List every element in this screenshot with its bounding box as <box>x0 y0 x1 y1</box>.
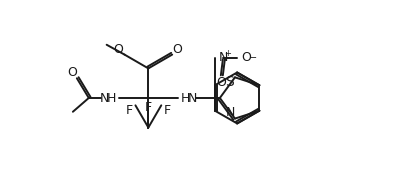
Text: +: + <box>224 49 231 58</box>
Text: N: N <box>219 51 228 64</box>
Text: H: H <box>180 92 190 105</box>
Text: O: O <box>216 76 226 89</box>
Text: −: − <box>249 53 257 63</box>
Text: N: N <box>100 92 109 105</box>
Text: F: F <box>126 104 133 117</box>
Text: H: H <box>107 92 116 105</box>
Text: S: S <box>226 75 234 89</box>
Text: F: F <box>164 104 171 117</box>
Text: N: N <box>225 106 235 119</box>
Text: N: N <box>187 92 197 105</box>
Text: F: F <box>145 101 152 114</box>
Text: O: O <box>113 43 123 56</box>
Text: O: O <box>172 43 182 56</box>
Text: O: O <box>67 66 77 79</box>
Text: O: O <box>242 51 252 64</box>
